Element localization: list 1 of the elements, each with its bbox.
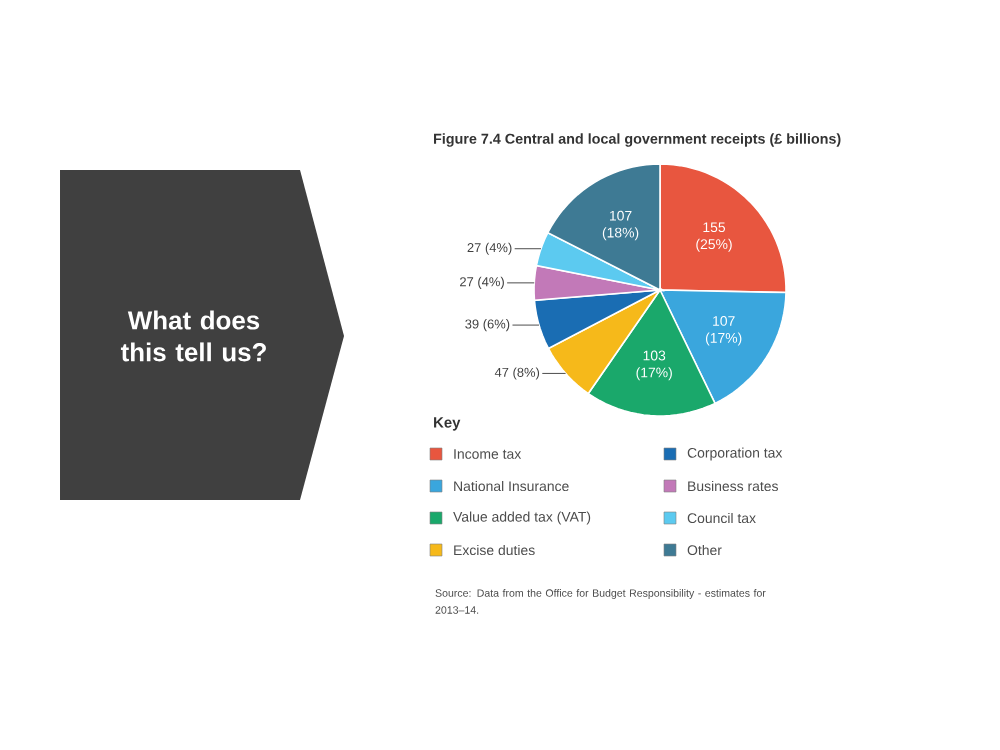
- text: What does this tell us?: [120, 310, 266, 362]
